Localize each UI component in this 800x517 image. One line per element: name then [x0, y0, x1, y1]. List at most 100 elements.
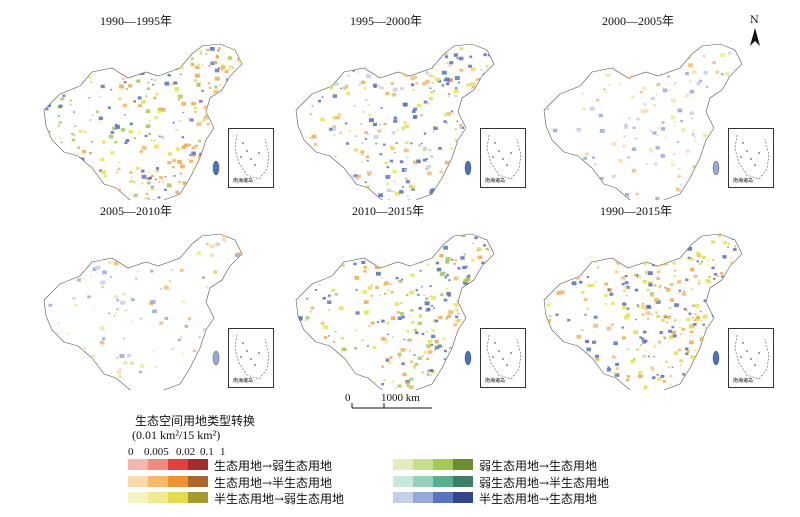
change-patch	[491, 387, 494, 390]
change-patch	[459, 124, 463, 127]
change-patch	[167, 161, 172, 165]
change-patch	[654, 298, 660, 302]
change-patch	[209, 47, 215, 51]
change-patch	[695, 320, 698, 322]
change-patch	[323, 67, 326, 69]
change-patch	[410, 142, 413, 145]
change-patch	[489, 104, 494, 108]
change-patch	[593, 323, 599, 328]
change-patch	[693, 274, 698, 278]
change-patch	[734, 297, 737, 299]
change-patch	[171, 250, 174, 253]
change-patch	[460, 342, 465, 346]
change-patch	[672, 261, 676, 265]
change-patch	[672, 45, 675, 47]
change-patch	[422, 249, 427, 253]
north-arrow-icon	[750, 28, 760, 46]
change-patch	[184, 143, 189, 147]
change-patch	[683, 290, 685, 292]
change-patch	[615, 367, 619, 370]
change-patch	[407, 55, 411, 59]
change-patch	[131, 320, 134, 323]
change-patch	[233, 81, 236, 84]
change-patch	[414, 362, 419, 366]
change-patch	[666, 288, 671, 292]
change-patch	[328, 77, 334, 81]
change-patch	[155, 92, 159, 96]
change-patch	[679, 364, 682, 366]
change-patch	[191, 151, 196, 156]
change-patch	[544, 106, 550, 110]
change-patch	[658, 286, 661, 289]
change-patch	[157, 181, 160, 183]
change-patch	[208, 65, 211, 67]
change-patch	[386, 166, 390, 169]
change-patch	[473, 139, 478, 142]
change-patch	[691, 193, 697, 198]
change-patch	[403, 74, 407, 77]
legend-row-label: 生态用地→半生态用地	[214, 476, 333, 490]
change-patch	[214, 68, 220, 73]
change-patch	[644, 264, 647, 266]
change-patch	[655, 93, 658, 95]
change-patch	[699, 372, 704, 376]
change-patch	[669, 283, 674, 286]
change-patch	[231, 66, 234, 69]
change-patch	[75, 245, 78, 248]
change-patch	[353, 174, 358, 178]
change-patch	[721, 386, 726, 389]
change-patch	[103, 188, 107, 191]
change-patch	[699, 337, 705, 342]
change-patch	[50, 88, 55, 92]
change-patch	[454, 128, 457, 131]
change-patch	[318, 189, 322, 192]
change-patch	[608, 84, 611, 86]
change-patch	[52, 47, 57, 51]
change-patch	[445, 122, 448, 124]
change-patch	[366, 384, 369, 386]
map-panel-2010-2015: 2010—2015年 南海诸岛	[272, 200, 527, 390]
change-patch	[687, 57, 691, 60]
change-patch	[113, 261, 119, 266]
change-patch	[475, 78, 479, 81]
change-patch	[312, 249, 317, 253]
change-patch	[635, 192, 639, 196]
change-patch	[146, 63, 151, 67]
change-patch	[112, 126, 117, 131]
change-patch	[629, 255, 635, 260]
change-patch	[218, 132, 221, 135]
change-patch	[47, 104, 51, 108]
change-patch	[613, 371, 617, 375]
change-patch	[380, 245, 383, 248]
change-patch	[141, 169, 145, 173]
change-patch	[379, 294, 381, 296]
change-patch	[702, 323, 706, 326]
change-patch	[725, 72, 730, 76]
change-patch	[172, 59, 176, 64]
change-patch	[72, 133, 76, 136]
change-patch	[88, 180, 91, 182]
change-patch	[478, 290, 482, 294]
change-patch	[322, 66, 327, 70]
change-patch	[387, 289, 390, 292]
change-patch	[694, 313, 697, 315]
change-patch	[198, 336, 201, 339]
change-patch	[50, 89, 55, 94]
change-patch	[472, 116, 475, 118]
change-patch	[234, 309, 237, 312]
change-patch	[445, 317, 449, 320]
change-patch	[578, 185, 582, 189]
change-patch	[397, 316, 403, 320]
change-patch	[671, 366, 674, 368]
change-patch	[375, 239, 379, 243]
change-patch	[690, 117, 693, 120]
change-patch	[379, 86, 384, 90]
change-patch	[48, 303, 53, 307]
change-patch	[302, 177, 308, 181]
change-patch	[44, 376, 48, 379]
change-patch	[614, 270, 618, 274]
change-patch	[430, 237, 435, 240]
change-patch	[656, 127, 659, 130]
change-patch	[315, 195, 321, 200]
change-patch	[405, 74, 409, 77]
